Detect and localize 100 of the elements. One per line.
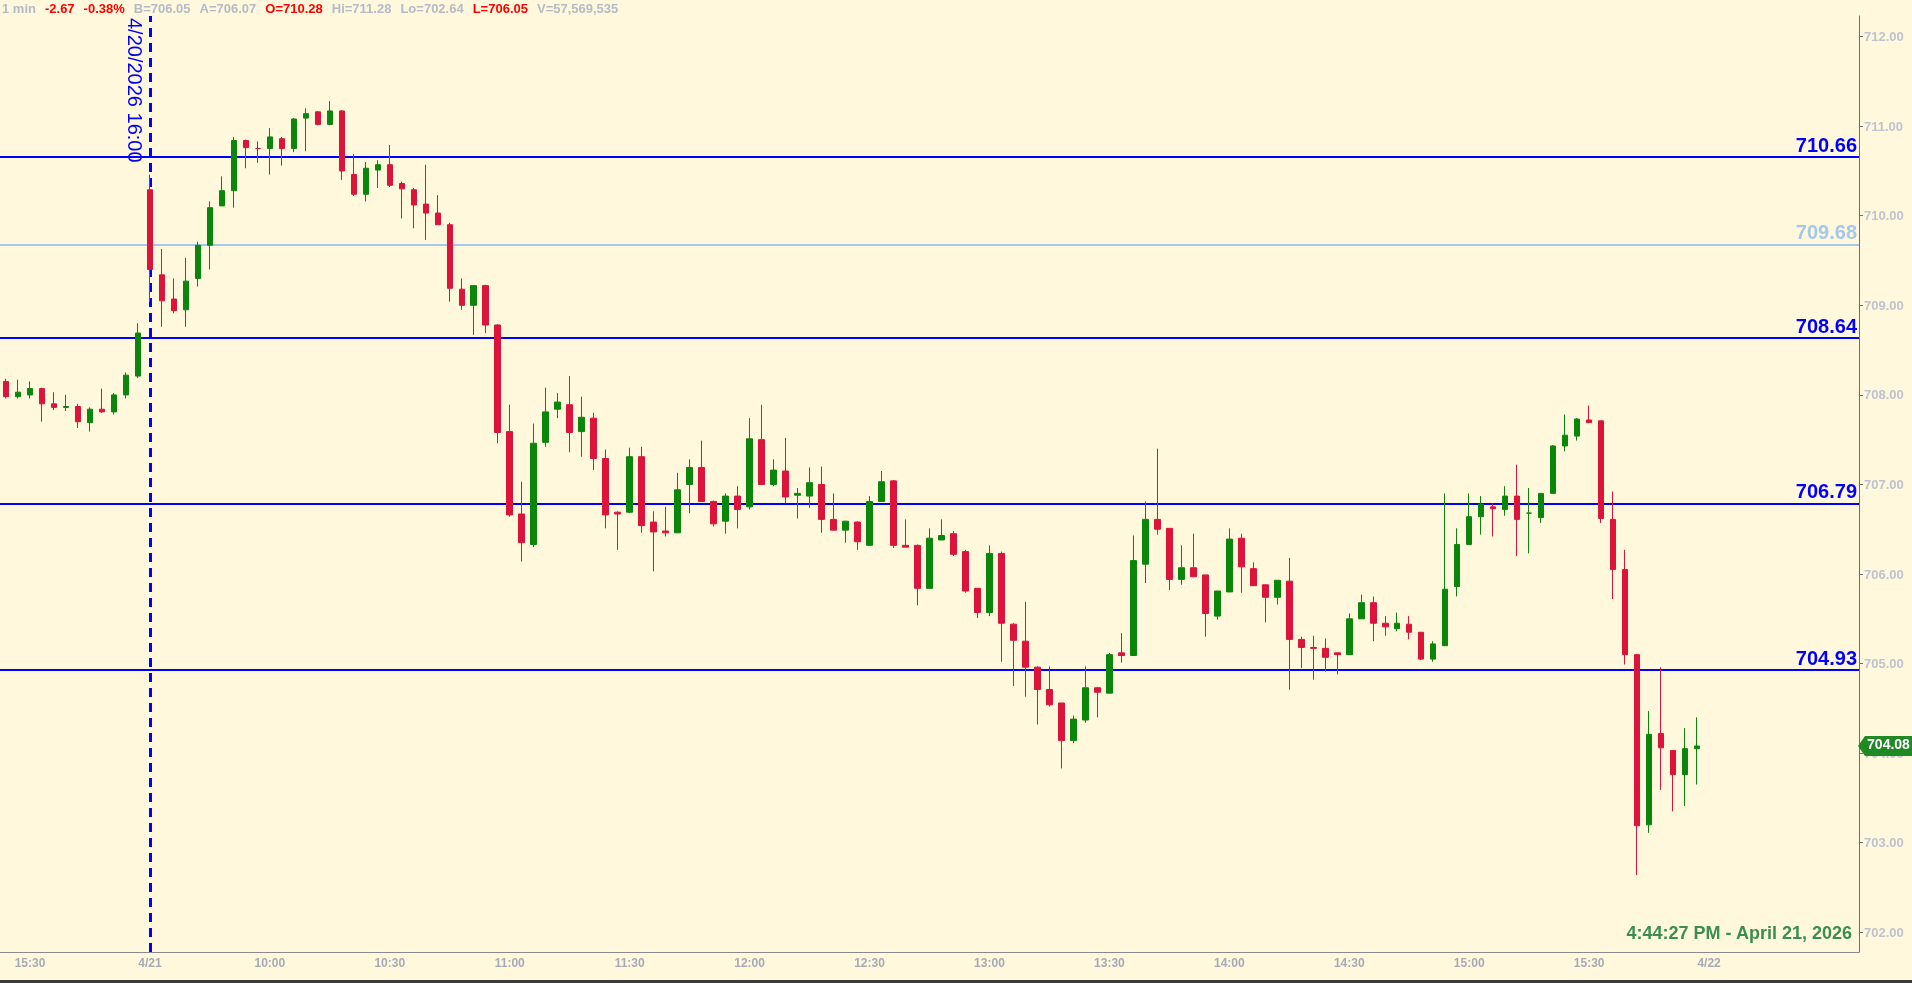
candlestick: [1154, 448, 1161, 536]
candlestick: [1610, 491, 1616, 600]
x-tick-label: 4/22: [1697, 956, 1722, 970]
x-tick-label: 12:30: [854, 956, 886, 970]
candlestick: [75, 403, 81, 429]
candlestick: [1202, 574, 1209, 638]
candlestick: [1622, 549, 1628, 665]
candlestick: [1442, 492, 1448, 647]
candlestick: [39, 387, 45, 423]
ref-line-label: 704.93: [1795, 646, 1857, 669]
candlestick: [614, 510, 621, 551]
ref-line-label: 709.68: [1795, 221, 1857, 244]
candlestick: [1130, 535, 1137, 657]
candlestick: [506, 404, 513, 518]
candlestick: [1022, 601, 1029, 698]
candlestick: [315, 110, 321, 126]
candlestick: [459, 277, 465, 311]
y-tick-label: 709.00: [1864, 297, 1904, 313]
x-tick-label: 15:30: [14, 956, 46, 970]
candlestick: [1334, 652, 1341, 675]
candlestick: [986, 544, 993, 617]
candlestick: [554, 392, 561, 419]
candlestick: [1214, 590, 1221, 621]
x-tick-label: 15:00: [1453, 956, 1485, 970]
candlestick: [1070, 715, 1077, 744]
candlestick: [950, 530, 957, 557]
annotation: 4:44:27 PM - April 21, 2026: [1626, 922, 1852, 944]
candlestick: [1478, 495, 1484, 536]
candlestick: [1286, 557, 1293, 691]
candlestick: [710, 500, 717, 528]
candlestick: [1454, 527, 1460, 597]
candlestick: [926, 527, 933, 589]
x-tick-label: 14:30: [1333, 956, 1365, 970]
candlestick: [1598, 420, 1604, 524]
candlestick: [890, 479, 897, 549]
candlestick: [818, 466, 825, 534]
y-tick-label: 712.00: [1864, 29, 1904, 45]
candlestick: [1430, 640, 1436, 663]
x-tick-label: 14:00: [1213, 956, 1245, 970]
text: L=706.05: [472, 1, 528, 16]
candlestick: [974, 587, 981, 619]
candlestick: [159, 248, 165, 328]
x-tick-label: 11:30: [614, 956, 645, 970]
candlestick: [207, 200, 213, 270]
candlestick: [1274, 579, 1281, 605]
candlestick: [363, 161, 369, 202]
candlestick: [1106, 652, 1113, 694]
y-tick-label: 710.00: [1864, 208, 1904, 224]
candlestick: [255, 140, 261, 164]
candlestick: [830, 492, 837, 531]
candlestick: [1178, 544, 1185, 586]
candlestick: [1490, 502, 1496, 537]
candlestick: [1238, 533, 1245, 594]
candlestick: [1526, 487, 1532, 554]
candlestick: [63, 394, 69, 412]
candlestick: [1646, 710, 1652, 834]
candlestick: [1310, 635, 1317, 681]
candlestick: [770, 458, 777, 487]
candlestick: [1502, 485, 1508, 517]
candlestick: [1658, 666, 1664, 791]
candlestick: [291, 117, 297, 153]
candlestick: [171, 277, 177, 314]
candlestick: [758, 404, 765, 485]
x-tick-label: 15:30: [1573, 956, 1605, 970]
candlestick: [1550, 444, 1556, 494]
text: -0.38%: [83, 1, 125, 16]
candlestick: [914, 543, 921, 606]
candlestick: [123, 371, 129, 399]
text: V=57,569,535: [536, 1, 619, 16]
candlestick: [602, 449, 609, 529]
candlestick: [3, 378, 9, 399]
candlestick: [423, 164, 429, 241]
candlestick: [1538, 492, 1544, 524]
candlestick: [806, 466, 813, 509]
candlestick: [1118, 632, 1125, 664]
candlestick: [962, 549, 969, 594]
x-tick-label: 13:30: [1094, 956, 1126, 970]
candlestick: [1058, 702, 1065, 769]
x-tick-label: 4/21: [138, 956, 162, 970]
candlestick: [1670, 749, 1676, 812]
candlestick: [375, 159, 381, 189]
text: O=710.28: [265, 1, 323, 16]
candlestick: [411, 187, 417, 229]
candlestick: [1406, 615, 1412, 640]
candlestick: [51, 391, 57, 411]
x-tick-label: 13:00: [974, 956, 1006, 970]
candlestick: [1250, 561, 1257, 587]
candlestick: [1394, 612, 1400, 632]
candlestick: [1166, 527, 1173, 591]
candlestick: [482, 284, 489, 334]
x-tick-label: 10:30: [374, 956, 406, 970]
text: Lo=702.64: [400, 1, 464, 16]
candlestick: [1226, 527, 1233, 593]
candlestick: [1190, 533, 1197, 578]
candlestick: [1142, 500, 1149, 584]
x-tick-label: 11:00: [494, 956, 526, 970]
candlestick: [99, 388, 105, 414]
text: A=706.07: [199, 1, 257, 16]
y-tick-label: 711.00: [1864, 118, 1904, 134]
candlestick: [435, 194, 441, 226]
